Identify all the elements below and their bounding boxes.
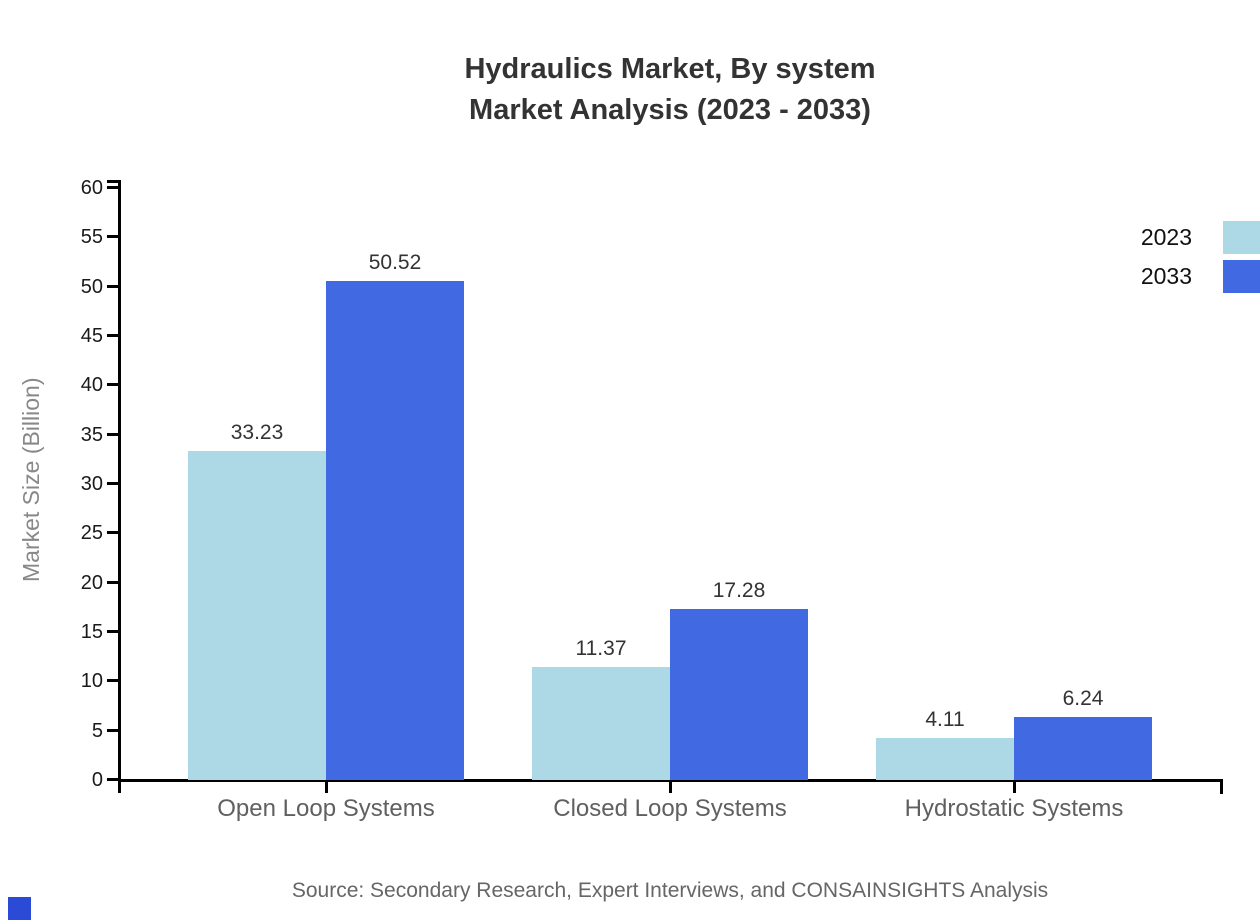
y-tick: [107, 729, 118, 732]
bar-2033-hydrostatic-systems: [1014, 717, 1152, 780]
legend-swatch: [1223, 260, 1260, 293]
y-tick-label: 35: [80, 424, 103, 446]
y-tick-label: 0: [91, 769, 103, 791]
x-tick: [669, 782, 672, 793]
y-tick-label: 30: [80, 473, 103, 495]
bar-2023-closed-loop-systems: [532, 667, 670, 780]
y-tick: [107, 482, 118, 485]
y-tick-label: 10: [80, 670, 103, 692]
bar-value-label: 6.24: [1062, 687, 1104, 710]
y-tick: [107, 235, 118, 238]
bar-2023-hydrostatic-systems: [876, 738, 1014, 780]
y-tick-label: 25: [80, 522, 103, 544]
bar-value-label: 4.11: [925, 708, 965, 731]
y-axis-line: [118, 180, 121, 793]
y-tick-label: 45: [80, 325, 103, 347]
legend-swatch: [1223, 221, 1260, 254]
bar-value-label: 17.28: [712, 579, 766, 602]
y-tick-label: 20: [80, 572, 103, 594]
bar-2023-open-loop-systems: [188, 451, 326, 780]
x-category-label: Hydrostatic Systems: [904, 795, 1124, 822]
bar-value-label: 11.37: [575, 637, 627, 660]
x-axis-line: [118, 779, 1223, 782]
y-axis-endcap-tick: [107, 180, 118, 183]
y-tick: [107, 285, 118, 288]
x-tick: [325, 782, 328, 793]
y-tick: [107, 581, 118, 584]
x-tick: [1013, 782, 1016, 793]
y-tick-label: 55: [80, 226, 103, 248]
bar-value-label: 33.23: [230, 421, 284, 444]
chart-title-line2: Market Analysis (2023 - 2033): [469, 94, 871, 126]
chart-title: Hydraulics Market, By system Market Anal…: [80, 49, 1260, 131]
y-tick-label: 40: [80, 374, 103, 396]
x-category-label: Closed Loop Systems: [553, 795, 787, 822]
bar-2033-closed-loop-systems: [670, 609, 808, 780]
y-tick-label: 50: [80, 276, 103, 298]
legend-label: 2023: [1140, 224, 1192, 250]
y-tick: [107, 630, 118, 633]
y-tick: [107, 433, 118, 436]
y-tick-label: 60: [80, 177, 103, 199]
y-tick-label: 15: [80, 621, 103, 643]
y-tick: [107, 186, 118, 189]
x-category-label: Open Loop Systems: [217, 795, 435, 822]
chart-title-line1: Hydraulics Market, By system: [464, 53, 876, 85]
source-note: Source: Secondary Research, Expert Inter…: [291, 879, 1049, 902]
y-tick: [107, 383, 118, 386]
bar-value-label: 50.52: [368, 251, 422, 274]
x-axis-endcap-tick: [1220, 782, 1223, 794]
y-tick: [107, 531, 118, 534]
bar-2033-open-loop-systems: [326, 281, 464, 780]
y-tick: [107, 778, 118, 781]
y-tick: [107, 679, 118, 682]
legend-label: 2033: [1140, 263, 1192, 289]
y-tick-label: 5: [91, 720, 103, 742]
corner-logo-mark: [8, 897, 31, 920]
y-tick: [107, 334, 118, 337]
